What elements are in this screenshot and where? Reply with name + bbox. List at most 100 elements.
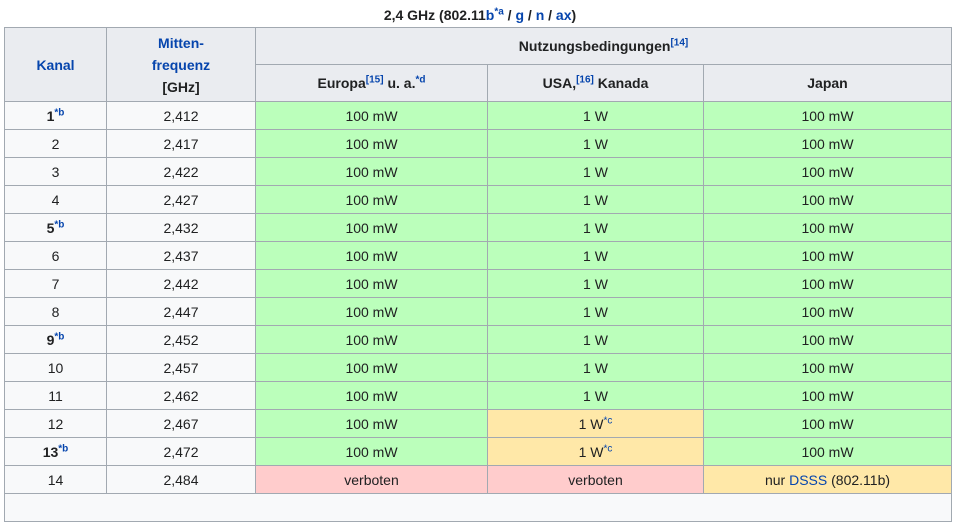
frequency-cell: 2,452 xyxy=(106,325,256,354)
japan-value: 100 mW xyxy=(801,135,854,152)
table-row: 9*b 2,452 100 mW 1 W 100 mW xyxy=(4,325,953,354)
japan-cell: 100 mW xyxy=(702,185,953,214)
frequency-value: 2,447 xyxy=(163,303,199,320)
channel-cell: 9*b xyxy=(4,325,107,354)
channel-cell: 12 xyxy=(4,409,107,438)
table-row: 5*b 2,432 100 mW 1 W 100 mW xyxy=(4,213,953,242)
japan-cell: 100 mW xyxy=(702,409,953,438)
channel-cell: 11 xyxy=(4,381,107,410)
channel-number: 12 xyxy=(47,415,64,432)
separator: / xyxy=(544,7,556,23)
japan-value: 100 mW xyxy=(801,359,854,376)
note-b-link[interactable]: *b xyxy=(54,330,65,342)
freq-label-line2[interactable]: frequenz xyxy=(151,56,211,73)
table-row: 7 2,442 100 mW 1 W 100 mW xyxy=(4,269,953,298)
table-row: 13*b 2,472 100 mW 1 W*c 100 mW xyxy=(4,437,953,466)
channel-cell: 13*b xyxy=(4,437,107,466)
frequency-cell: 2,457 xyxy=(106,353,256,382)
note-c-link[interactable]: *c xyxy=(603,442,613,454)
usa-value: 1 W xyxy=(583,359,608,376)
partial-cell xyxy=(3,493,953,522)
note-b-link[interactable]: *b xyxy=(58,442,69,454)
japan-suffix: (802.11b) xyxy=(827,471,891,488)
japan-value: 100 mW xyxy=(801,107,854,124)
usa-value: verboten xyxy=(568,471,623,488)
europa-value: 100 mW xyxy=(345,247,398,264)
link-802-11n[interactable]: n xyxy=(535,7,545,23)
frequency-value: 2,467 xyxy=(163,415,199,432)
link-802-11g[interactable]: g xyxy=(515,7,525,23)
usa-cell: 1 W xyxy=(487,129,704,158)
channel-cell: 3 xyxy=(4,157,107,186)
japan-value: 100 mW xyxy=(801,303,854,320)
europa-value: 100 mW xyxy=(345,415,398,432)
note-b-link[interactable]: *b xyxy=(54,106,65,118)
channel-cell: 8 xyxy=(4,297,107,326)
europa-cell: 100 mW xyxy=(255,297,488,326)
japan-label: Japan xyxy=(807,75,848,91)
note-c-link[interactable]: *c xyxy=(603,414,613,426)
europa-suffix: u. a. xyxy=(383,75,416,91)
link-802-11b[interactable]: b xyxy=(485,7,495,23)
usa-value: 1 W xyxy=(583,331,608,348)
japan-value: 100 mW xyxy=(801,163,854,180)
europa-cell: 100 mW xyxy=(255,157,488,186)
channel-cell: 4 xyxy=(4,185,107,214)
ref-15-link[interactable]: [15] xyxy=(365,74,384,86)
frequency-value: 2,472 xyxy=(163,443,199,460)
channel-number: 7 xyxy=(51,275,60,292)
channel-number: 9 xyxy=(46,331,55,348)
frequency-cell: 2,462 xyxy=(106,381,256,410)
link-802-11ax[interactable]: ax xyxy=(555,7,572,23)
usa-value: 1 W xyxy=(583,387,608,404)
freq-label-line1[interactable]: Mitten- xyxy=(158,34,204,51)
frequency-value: 2,412 xyxy=(163,107,199,124)
ref-16-link[interactable]: [16] xyxy=(576,74,594,86)
usa-cell: 1 W xyxy=(487,381,704,410)
note-d-link[interactable]: *d xyxy=(415,74,426,86)
usa-cell: 1 W*c xyxy=(487,409,704,438)
usa-value: 1 W xyxy=(583,303,608,320)
usa-value: 1 W xyxy=(583,219,608,236)
frequency-cell: 2,427 xyxy=(106,185,256,214)
frequency-value: 2,432 xyxy=(163,219,199,236)
europa-value: 100 mW xyxy=(345,219,398,236)
europa-value: 100 mW xyxy=(345,303,398,320)
japan-cell: 100 mW xyxy=(702,297,953,326)
usa-cell: 1 W xyxy=(487,101,704,130)
japan-prefix: nur xyxy=(764,471,790,488)
table-row: 8 2,447 100 mW 1 W 100 mW xyxy=(4,297,953,326)
frequency-value: 2,452 xyxy=(163,331,199,348)
usa-cell: 1 W xyxy=(487,353,704,382)
europa-value: verboten xyxy=(344,471,399,488)
usa-cell: 1 W xyxy=(487,185,704,214)
japan-cell: 100 mW xyxy=(702,213,953,242)
japan-cell: 100 mW xyxy=(702,241,953,270)
europa-value: 100 mW xyxy=(345,443,398,460)
table-row-partial xyxy=(3,493,953,522)
europa-value: 100 mW xyxy=(345,191,398,208)
japan-value: 100 mW xyxy=(801,219,854,236)
channel-number: 2 xyxy=(51,135,60,152)
europa-cell: verboten xyxy=(255,465,488,494)
europa-value: 100 mW xyxy=(345,107,398,124)
note-a-link[interactable]: *a xyxy=(494,6,504,18)
column-header-usage: Nutzungsbedingungen[14] xyxy=(254,27,953,65)
europa-value: 100 mW xyxy=(345,359,398,376)
column-header-kanal[interactable]: Kanal xyxy=(4,27,107,102)
frequency-cell: 2,437 xyxy=(106,241,256,270)
usa-cell: verboten xyxy=(487,465,704,494)
japan-cell: 100 mW xyxy=(702,381,953,410)
japan-value: 100 mW xyxy=(801,443,854,460)
channel-number: 1 xyxy=(46,107,55,124)
frequency-cell: 2,422 xyxy=(106,157,256,186)
channel-number: 10 xyxy=(47,359,64,376)
europa-cell: 100 mW xyxy=(255,129,488,158)
frequency-value: 2,442 xyxy=(163,275,199,292)
dsss-link[interactable]: DSSS xyxy=(789,471,828,488)
table-row: 10 2,457 100 mW 1 W 100 mW xyxy=(4,353,953,382)
channel-cell: 1*b xyxy=(4,101,107,130)
ref-14-link[interactable]: [14] xyxy=(670,37,689,49)
table-caption: 2,4 GHz (802.11b*a / g / n / ax) xyxy=(0,0,960,26)
note-b-link[interactable]: *b xyxy=(54,218,65,230)
